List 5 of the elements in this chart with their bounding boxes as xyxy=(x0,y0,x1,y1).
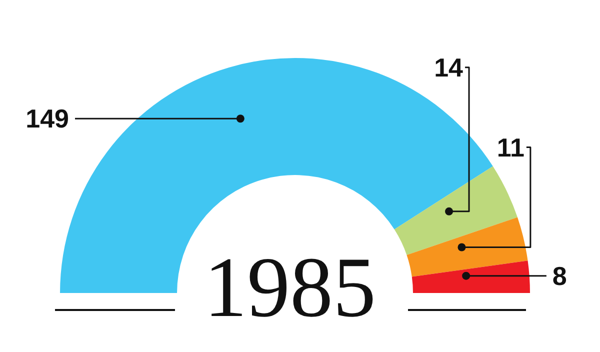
data-label: 14 xyxy=(434,52,464,83)
data-label: 11 xyxy=(496,132,524,162)
text: 1985 xyxy=(204,239,376,335)
data-label: 149 xyxy=(26,104,69,134)
data-label: 8 xyxy=(552,260,567,291)
